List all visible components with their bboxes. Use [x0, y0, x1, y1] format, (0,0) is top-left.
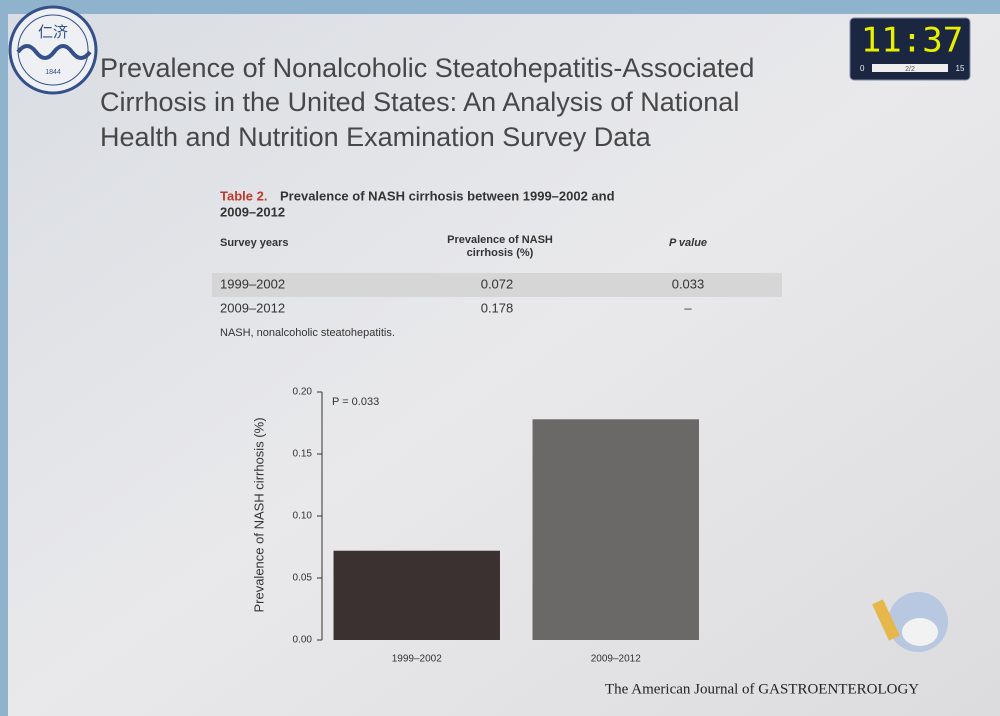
cell: 1999–2002 [220, 276, 285, 291]
table-header: Survey years [220, 237, 289, 249]
title-line: Health and Nutrition Examination Survey … [100, 122, 652, 152]
table: Table 2. Prevalence of NASH cirrhosis be… [212, 188, 782, 339]
title: Prevalence of Nonalcoholic Steatohepatit… [100, 53, 754, 152]
bar [532, 419, 699, 640]
bar [333, 550, 500, 640]
annotation: P = 0.033 [332, 396, 379, 408]
logo-name: 仁济 [38, 23, 68, 41]
y-tick-label: 0.10 [293, 511, 313, 522]
timer-end: 15 [956, 64, 965, 73]
cell: 0.033 [672, 276, 705, 291]
x-tick-label: 2009–2012 [591, 654, 641, 665]
logo-year: 1844 [45, 69, 61, 76]
table-caption: Prevalence of NASH cirrhosis between 199… [280, 188, 615, 203]
table-header: P value [669, 237, 707, 249]
slide [8, 14, 1000, 716]
header-wrap: Prevalence of NASH cirrhosis (%) [447, 234, 553, 259]
y-axis-label: Prevalence of NASH cirrhosis (%) [251, 417, 266, 612]
y-tick-label: 0.20 [293, 387, 313, 398]
journal-name: The American Journal of GASTROENTEROLOGY [605, 681, 919, 697]
timer-start: 0 [860, 64, 865, 73]
row-shade [212, 273, 782, 297]
timer-page: 2/2 [905, 66, 915, 73]
title-line: Cirrhosis in the United States: An Analy… [100, 87, 739, 117]
title-line: Prevalence of Nonalcoholic Steatohepatit… [100, 53, 754, 83]
table-label: Table 2. [220, 188, 267, 203]
table-header: Prevalence of NASH cirrhosis (%) [447, 234, 553, 259]
table-caption: 2009–2012 [220, 204, 285, 219]
logo: 仁济 1844 [8, 5, 98, 95]
timer: 11:37 0 2/2 15 [849, 17, 971, 81]
timer-time: 11:37 [861, 21, 963, 61]
y-tick-label: 0.15 [293, 449, 313, 460]
cell: 0.072 [481, 276, 514, 291]
table-footnote: NASH, nonalcoholic steatohepatitis. [220, 327, 395, 339]
x-tick-label: 1999–2002 [392, 654, 442, 665]
y-tick-label: 0.00 [293, 635, 313, 646]
cell: 2009–2012 [220, 300, 285, 315]
cell: 0.178 [481, 300, 514, 315]
surgeon-graphic [872, 592, 948, 652]
y-tick-label: 0.05 [293, 573, 313, 584]
cell: – [684, 300, 692, 315]
